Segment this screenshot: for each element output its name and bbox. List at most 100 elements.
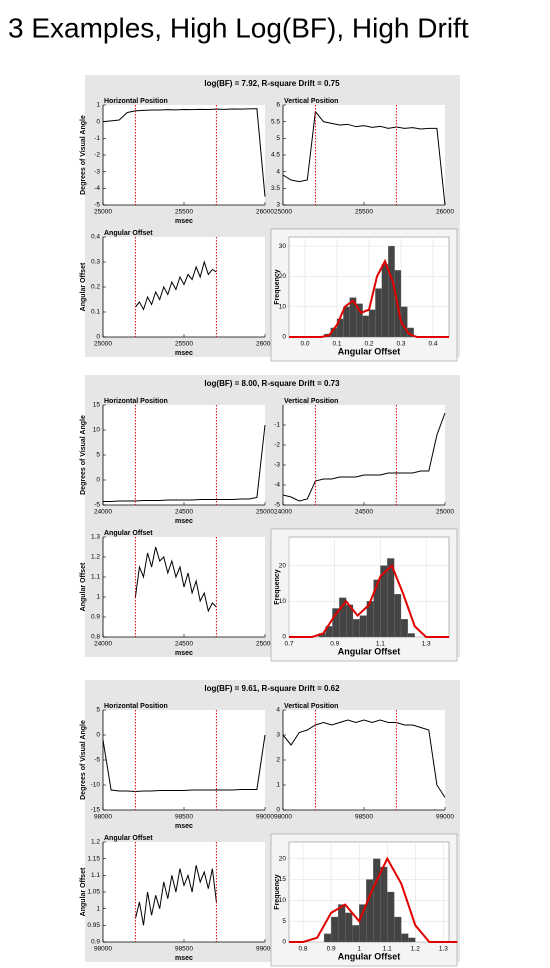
y-axis-label: Frequency [274, 569, 281, 605]
histogram-bar [381, 264, 389, 338]
y-tick-label: 15 [279, 876, 287, 883]
x-tick-label: 24000 [94, 641, 112, 648]
panel-title: log(BF) = 7.92, R-square Drift = 0.75 [204, 79, 340, 88]
histogram-bar [407, 633, 415, 638]
subplot-title: Vertical Position [284, 703, 338, 710]
subplot-title: Angular Offset [104, 835, 153, 842]
x-tick-label: 24000 [94, 509, 112, 516]
y-tick-label: 0.95 [87, 922, 100, 929]
histogram-bar [343, 306, 350, 338]
subplot-title: Horizontal Position [104, 398, 168, 405]
plot-area [103, 842, 265, 942]
y-axis-label: Angular Offset [80, 867, 87, 916]
histogram-bar [375, 288, 382, 338]
histogram-bar [352, 618, 361, 638]
x-tick-label: 1 [357, 946, 361, 953]
y-tick-label: 4 [276, 707, 280, 714]
y-tick-label: 15 [93, 402, 101, 409]
y-tick-label: -3 [94, 168, 100, 175]
x-axis-label: msec [175, 518, 193, 525]
y-tick-label: 0.8 [91, 634, 100, 641]
trace-line [134, 865, 217, 926]
y-axis-label: Degrees of Visual Angle [80, 720, 87, 800]
y-tick-label: 4.5 [271, 152, 280, 159]
x-tick-label: 26000 [256, 209, 274, 216]
y-tick-label: 1.1 [91, 872, 100, 879]
fit-curve [289, 563, 449, 638]
histogram-bar [373, 858, 381, 943]
x-tick-label: 0.2 [364, 341, 373, 348]
y-tick-label: 5 [96, 707, 100, 714]
trace-line [103, 424, 266, 502]
plot-area [103, 105, 265, 205]
y-tick-label: 4 [276, 168, 280, 175]
panel-title: log(BF) = 9.61, R-square Drift = 0.62 [204, 684, 340, 693]
y-tick-label: 0 [96, 732, 100, 739]
x-tick-label: 1.1 [376, 641, 385, 648]
x-tick-label: 98000 [94, 946, 112, 953]
page-title: 3 Examples, High Log(BF), High Drift [8, 12, 469, 43]
y-tick-label: 1.15 [87, 855, 100, 862]
y-axis-label: Frequency [274, 874, 281, 910]
x-tick-label: 98500 [175, 946, 193, 953]
x-axis-label: Angular Offset [338, 951, 401, 961]
x-tick-label: 98500 [175, 814, 193, 821]
histogram-bar [380, 866, 388, 943]
histogram-bar [330, 916, 339, 943]
x-tick-label: 26000 [436, 209, 454, 216]
y-tick-label: 20 [279, 562, 287, 569]
y-tick-label: -5 [94, 202, 100, 209]
x-axis-label: msec [175, 650, 193, 657]
y-tick-label: 1 [276, 782, 280, 789]
y-tick-label: 1.1 [91, 574, 100, 581]
x-tick-label: 1.1 [383, 946, 392, 953]
histogram-bar [344, 912, 353, 943]
trace-line [102, 108, 266, 197]
y-tick-label: 5 [276, 135, 280, 142]
y-tick-label: 0.4 [91, 234, 100, 241]
y-axis-label: Degrees of Visual Angle [80, 415, 87, 495]
y-axis-label: Frequency [274, 269, 281, 305]
x-axis-label: msec [175, 955, 193, 962]
histogram-bar [400, 618, 409, 638]
y-tick-label: 5 [96, 452, 100, 459]
x-tick-label: 1.3 [422, 641, 431, 648]
y-tick-label: -4 [274, 482, 280, 489]
y-tick-label: 1 [96, 102, 100, 109]
y-axis-label: Angular Offset [80, 562, 87, 611]
y-tick-label: 0 [96, 334, 100, 341]
subplot-title: Vertical Position [284, 398, 338, 405]
y-tick-label: 1.2 [91, 839, 100, 846]
x-axis-label: msec [175, 823, 193, 830]
histogram-bar [352, 925, 360, 943]
y-tick-label: -4 [94, 185, 100, 192]
y-tick-label: 1 [96, 594, 100, 601]
plot-area [283, 710, 445, 810]
x-tick-label: 25500 [355, 209, 373, 216]
y-tick-label: 6 [276, 102, 280, 109]
y-tick-label: -5 [94, 502, 100, 509]
y-tick-label: -10 [91, 782, 101, 789]
y-tick-label: 0.2 [91, 284, 100, 291]
y-axis-label: Degrees of Visual Angle [80, 115, 87, 195]
x-axis-label: msec [175, 218, 193, 225]
trace-line [282, 412, 446, 502]
x-tick-label: 99000 [256, 814, 274, 821]
x-tick-label: 99000 [436, 814, 454, 821]
y-tick-label: 1.05 [87, 889, 100, 896]
x-tick-label: 0.0 [300, 341, 309, 348]
x-axis-label: msec [175, 350, 193, 357]
subplot-title: Horizontal Position [104, 98, 168, 105]
x-tick-label: 25000 [256, 509, 274, 516]
x-tick-label: 24500 [355, 509, 373, 516]
plot-area [103, 710, 265, 810]
y-tick-label: 0 [96, 118, 100, 125]
x-tick-label: 1.2 [411, 946, 420, 953]
x-tick-label: 98500 [355, 814, 373, 821]
x-tick-label: 25000 [94, 341, 112, 348]
x-tick-label: 24500 [175, 509, 193, 516]
x-axis-label: Angular Offset [338, 346, 401, 356]
histogram-bar [323, 933, 332, 943]
x-axis-label: Angular Offset [338, 646, 401, 656]
